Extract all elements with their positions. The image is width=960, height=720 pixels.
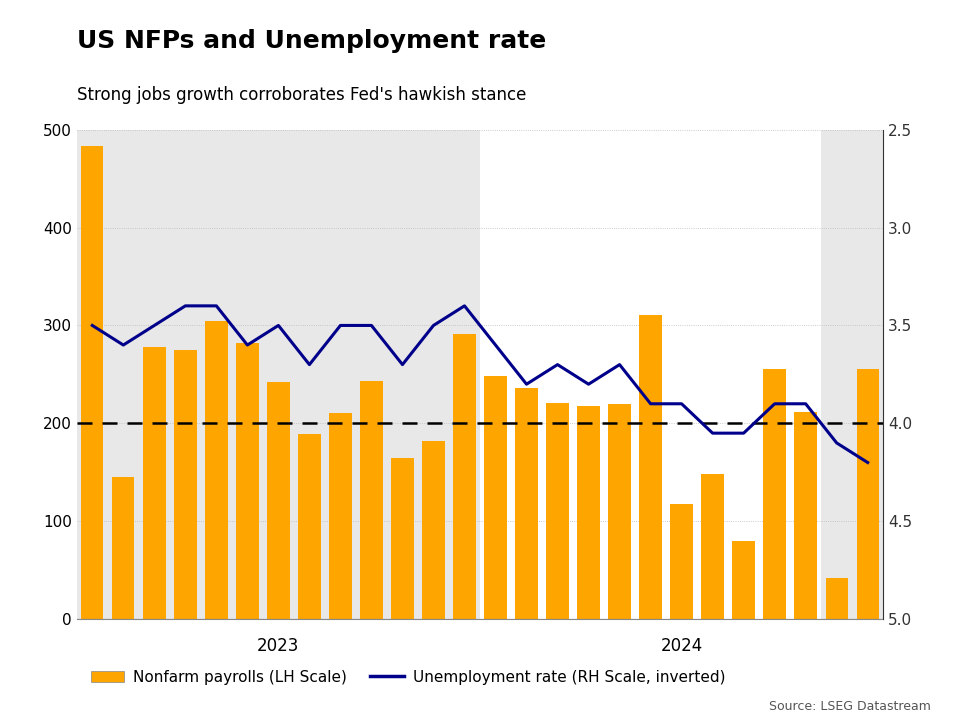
Bar (143, 347, 165, 619)
Legend: Nonfarm payrolls (LH Scale), Unemployment rate (RH Scale, inverted): Nonfarm payrolls (LH Scale), Unemploymen… (84, 664, 732, 690)
Bar (546, 402, 568, 619)
Bar (267, 382, 290, 619)
Bar (702, 474, 724, 619)
Bar (422, 441, 444, 619)
Bar (821, 130, 883, 619)
Bar (112, 477, 134, 619)
Bar (329, 413, 351, 619)
Bar (299, 434, 321, 619)
Bar (236, 343, 258, 619)
Bar (205, 320, 228, 619)
Bar (516, 388, 538, 619)
Bar (639, 315, 661, 619)
Bar (82, 146, 104, 619)
Text: Source: LSEG Datastream: Source: LSEG Datastream (769, 700, 931, 713)
Bar (856, 369, 878, 619)
Bar (763, 369, 786, 619)
Bar (360, 382, 383, 619)
Bar (485, 377, 507, 619)
Bar (670, 504, 693, 619)
Text: US NFPs and Unemployment rate: US NFPs and Unemployment rate (77, 29, 546, 53)
Bar (453, 334, 475, 619)
Bar (577, 406, 600, 619)
Bar (174, 350, 197, 619)
Text: 2024: 2024 (660, 637, 703, 655)
Text: Strong jobs growth corroborates Fed's hawkish stance: Strong jobs growth corroborates Fed's ha… (77, 86, 526, 104)
Bar (795, 412, 817, 619)
Text: 2023: 2023 (257, 637, 300, 655)
Bar (826, 578, 848, 619)
Bar (392, 458, 414, 619)
Bar (609, 404, 631, 619)
Bar (77, 130, 480, 619)
Bar (732, 541, 755, 619)
